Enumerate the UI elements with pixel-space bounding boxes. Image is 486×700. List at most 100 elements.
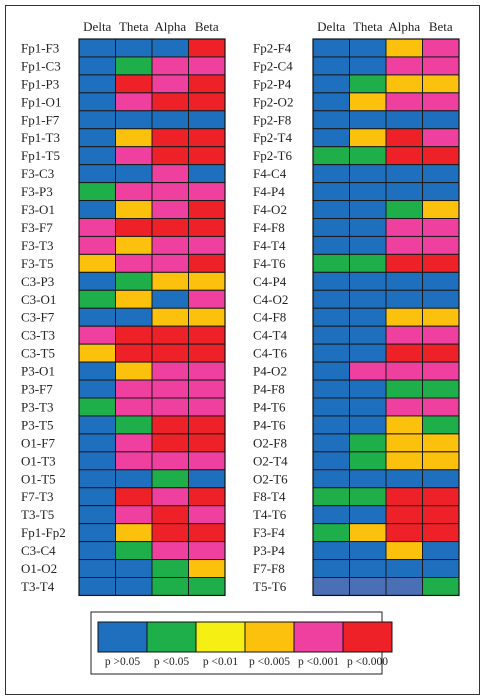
left-heatmap-cell: [151, 523, 189, 543]
left-heatmap-cell: [78, 74, 116, 94]
right-heatmap-cell: [349, 397, 387, 417]
left-heatmap-cell: [188, 182, 226, 202]
right-heatmap-cell: [349, 56, 387, 76]
right-heatmap-cell: [385, 505, 423, 525]
left-heatmap-cell: [151, 74, 189, 94]
left-heatmap-cell: [188, 253, 226, 273]
right-heatmap-cell: [422, 218, 460, 237]
left-row-label: C3-T3: [21, 328, 55, 343]
right-heatmap-cell: [385, 559, 423, 578]
left-heatmap-cell: [115, 218, 153, 237]
right-heatmap-cell: [385, 325, 423, 345]
left-heatmap-cell: [188, 343, 226, 363]
legend-label: p <0.001: [298, 656, 339, 668]
right-heatmap-cell: [312, 361, 350, 381]
right-heatmap-cell: [349, 433, 387, 453]
left-heatmap-cell: [115, 56, 153, 76]
left-heatmap-cell: [188, 128, 226, 148]
right-heatmap-cell: [385, 361, 423, 381]
right-heatmap-cell: [385, 415, 423, 435]
left-heatmap-cell: [78, 397, 116, 417]
right-row-label: F4-C4: [253, 166, 287, 181]
left-heatmap-cell: [188, 164, 226, 184]
right-heatmap-cell: [422, 487, 460, 507]
left-row-label: F3-T5: [21, 256, 54, 271]
left-row-label: C3-P3: [21, 274, 54, 289]
left-row-label: P3-T3: [21, 399, 54, 414]
right-heatmap-cell: [422, 128, 460, 148]
left-heatmap-cell: [188, 38, 226, 58]
right-heatmap-cell: [312, 218, 350, 237]
right-heatmap-cell: [385, 164, 423, 184]
left-heatmap-cell: [78, 271, 116, 291]
right-heatmap-cell: [422, 415, 460, 435]
right-heatmap-cell: [422, 361, 460, 381]
right-heatmap-cell: [422, 92, 460, 112]
right-heatmap-cell: [312, 577, 350, 596]
legend-label: p <0.005: [249, 656, 290, 668]
left-heatmap-cell: [78, 182, 116, 202]
left-heatmap-cell: [78, 218, 116, 237]
left-row-label: T3-T5: [21, 507, 54, 522]
left-heatmap-cell: [188, 235, 226, 255]
right-row-label: T4-T6: [253, 507, 287, 522]
right-heatmap-cell: [349, 200, 387, 220]
left-heatmap-cell: [78, 235, 116, 255]
right-heatmap-cell: [422, 146, 460, 166]
right-heatmap-cell: [422, 289, 460, 309]
left-row-label: P3-O1: [21, 364, 55, 379]
left-heatmap-cell: [78, 110, 116, 130]
right-heatmap-cell: [422, 110, 460, 130]
left-row-label: C3-F7: [21, 310, 55, 325]
right-row-label: F4-O2: [253, 202, 287, 217]
legend-label: p >0.05: [105, 656, 140, 668]
right-row-label: P3-P4: [253, 543, 285, 558]
left-row-label: F3-F7: [21, 220, 53, 235]
right-heatmap-cell: [349, 487, 387, 507]
left-heatmap-cell: [188, 146, 226, 166]
left-row-label: F7-T3: [21, 489, 54, 504]
legend-swatch: [146, 621, 197, 653]
left-heatmap-cell: [151, 397, 189, 417]
right-row-label: Fp2-C4: [253, 58, 293, 73]
left-heatmap-cell: [115, 235, 153, 255]
right-heatmap-cell: [349, 235, 387, 255]
left-heatmap-cell: [188, 271, 226, 291]
left-row-label: F3-P3: [21, 184, 53, 199]
left-heatmap-cell: [151, 559, 189, 578]
right-heatmap-cell: [385, 92, 423, 112]
right-row-label: P4-O2: [253, 364, 287, 379]
right-heatmap-cell: [385, 182, 423, 202]
right-heatmap-cell: [385, 74, 423, 94]
right-heatmap-cell: [312, 469, 350, 489]
right-heatmap-cell: [312, 307, 350, 327]
legend-swatch: [97, 621, 148, 653]
left-heatmap-cell: [115, 505, 153, 525]
left-heatmap-cell: [188, 433, 226, 453]
left-heatmap-cell: [151, 487, 189, 507]
right-heatmap-cell: [349, 271, 387, 291]
right-row-label: Fp2-P4: [253, 76, 292, 91]
right-heatmap-cell: [349, 559, 387, 578]
right-heatmap-cell: [385, 218, 423, 237]
right-heatmap-cell: [312, 523, 350, 543]
left-heatmap-cell: [78, 451, 116, 471]
left-heatmap-cell: [115, 271, 153, 291]
right-heatmap-cell: [422, 235, 460, 255]
left-heatmap-cell: [188, 218, 226, 237]
left-heatmap-cell: [78, 325, 116, 345]
right-heatmap-cell: [312, 128, 350, 148]
right-column-header: Beta: [429, 19, 453, 34]
left-column-header: Alpha: [154, 19, 186, 34]
right-heatmap-cell: [385, 577, 423, 596]
left-heatmap-cell: [151, 110, 189, 130]
legend-swatch: [244, 621, 295, 653]
right-heatmap-cell: [312, 415, 350, 435]
right-heatmap-cell: [312, 110, 350, 130]
left-heatmap-cell: [115, 164, 153, 184]
left-heatmap-cell: [188, 577, 226, 596]
right-heatmap-cell: [312, 182, 350, 202]
left-heatmap-cell: [188, 361, 226, 381]
legend-label: p <0.000: [347, 656, 388, 668]
left-heatmap-cell: [151, 92, 189, 112]
